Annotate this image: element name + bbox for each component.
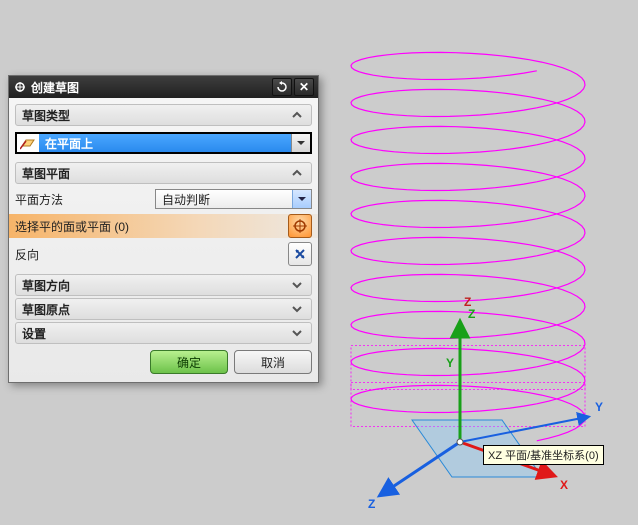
dialog-body: 草图类型 在平面上 草图平面 平面方法	[9, 98, 318, 382]
svg-text:Z: Z	[464, 295, 471, 309]
create-sketch-dialog: 创建草图 ✕ 草图类型 在平面上 草图平面	[8, 75, 319, 383]
dialog-icon	[13, 80, 27, 94]
section-label: 草图原点	[22, 301, 289, 318]
dialog-titlebar[interactable]: 创建草图 ✕	[9, 76, 318, 98]
section-header-type[interactable]: 草图类型	[15, 104, 312, 126]
sketch-type-value: 在平面上	[39, 135, 291, 152]
axis-tooltip: XZ 平面/基准坐标系(0)	[483, 445, 604, 465]
section-header-direction[interactable]: 草图方向	[15, 274, 312, 296]
pick-face-button[interactable]	[288, 214, 312, 238]
section-header-plane[interactable]: 草图平面	[15, 162, 312, 184]
chevron-down-icon	[289, 277, 305, 293]
chevron-down-icon	[289, 325, 305, 341]
svg-text:Y: Y	[595, 400, 603, 414]
chevron-down-icon	[289, 301, 305, 317]
dropdown-arrow-icon	[291, 134, 310, 152]
chevron-up-icon	[289, 165, 305, 181]
reverse-label: 反向	[15, 246, 288, 263]
dialog-close-button[interactable]: ✕	[294, 78, 314, 96]
plane-method-select[interactable]: 自动判断	[155, 189, 312, 209]
plane-method-row: 平面方法 自动判断	[15, 188, 312, 210]
svg-text:Y: Y	[446, 356, 454, 370]
cancel-button[interactable]: 取消	[234, 350, 312, 374]
on-plane-icon	[17, 134, 39, 152]
plane-method-value: 自动判断	[156, 191, 292, 208]
ok-button[interactable]: 确定	[150, 350, 228, 374]
reverse-row: 反向	[15, 242, 312, 266]
pick-face-label: 选择平的面或平面 (0)	[15, 218, 288, 235]
svg-text:Z: Z	[468, 307, 475, 321]
dialog-title: 创建草图	[31, 79, 270, 96]
chevron-up-icon	[289, 107, 305, 123]
section-label: 设置	[22, 325, 289, 342]
sketch-type-select[interactable]: 在平面上	[15, 132, 312, 154]
plane-method-label: 平面方法	[15, 191, 155, 208]
section-label: 草图方向	[22, 277, 289, 294]
dropdown-arrow-icon	[292, 190, 311, 208]
dialog-reset-button[interactable]	[272, 78, 292, 96]
section-header-settings[interactable]: 设置	[15, 322, 312, 344]
section-label: 草图类型	[22, 107, 289, 124]
pick-face-row[interactable]: 选择平的面或平面 (0)	[9, 214, 318, 238]
section-label: 草图平面	[22, 165, 289, 182]
section-header-origin[interactable]: 草图原点	[15, 298, 312, 320]
svg-text:Z: Z	[368, 497, 375, 511]
svg-text:X: X	[560, 478, 568, 492]
reverse-button[interactable]	[288, 242, 312, 266]
